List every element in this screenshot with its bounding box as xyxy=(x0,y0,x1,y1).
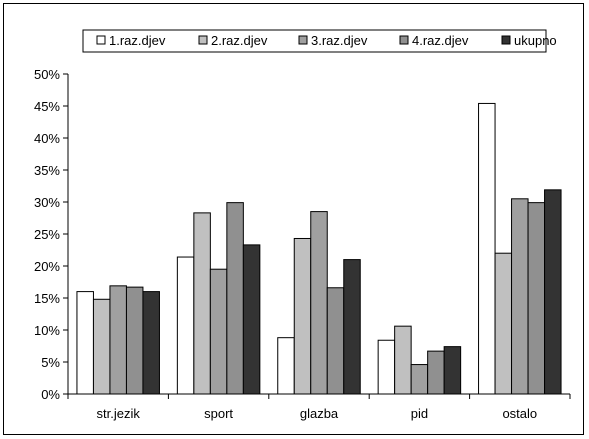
bar xyxy=(443,346,462,395)
legend-swatch xyxy=(96,35,106,45)
bar xyxy=(427,350,445,395)
bar xyxy=(193,212,211,395)
y-tick-label: 50% xyxy=(34,67,60,82)
y-tick-label: 45% xyxy=(34,99,60,114)
y-tick-label: 30% xyxy=(34,195,60,210)
bar-chart: 1.raz.djev 2.raz.djev 3.raz.djev 4.raz.djev… xyxy=(34,29,571,421)
bar xyxy=(478,102,496,395)
bar xyxy=(544,189,562,395)
legend-swatch xyxy=(298,35,308,45)
y-tick-label: 25% xyxy=(34,227,60,242)
y-tick-label: 5% xyxy=(41,355,60,370)
x-tick-label: sport xyxy=(204,406,233,421)
bar xyxy=(277,337,295,395)
legend-swatch xyxy=(501,35,511,45)
chart-frame: 1.raz.djev 2.raz.djev 3.raz.djev 4.raz.djev… xyxy=(3,3,584,435)
legend-swatch xyxy=(198,35,208,45)
bar xyxy=(377,339,396,395)
y-tick-label: 20% xyxy=(34,259,60,274)
y-tick-label: 35% xyxy=(34,163,60,178)
y-tick-label: 15% xyxy=(34,291,60,306)
y-tick-label: 0% xyxy=(41,387,60,402)
bar xyxy=(125,286,144,395)
bar xyxy=(142,291,160,395)
bar xyxy=(394,325,412,395)
x-tick-label: glazba xyxy=(300,406,339,421)
bar xyxy=(209,268,228,395)
x-tick-label: str.jezik xyxy=(97,406,141,421)
bar xyxy=(527,202,546,395)
legend: 1.raz.djev 2.raz.djev 3.raz.djev 4.raz.djev… xyxy=(82,29,557,53)
bar xyxy=(242,244,261,395)
x-axis: str.jezik sport glazba pid ostalo xyxy=(67,393,571,421)
bar xyxy=(310,211,328,395)
legend-label: 2.raz.djev xyxy=(211,33,268,48)
bar xyxy=(511,198,529,395)
bar xyxy=(176,256,195,395)
bar xyxy=(326,287,345,395)
legend-label: 1.raz.djev xyxy=(109,33,166,48)
bar xyxy=(109,285,127,395)
x-tick-label: ostalo xyxy=(502,406,537,421)
bar xyxy=(494,252,513,395)
legend-swatch xyxy=(399,35,409,45)
y-tick-label: 40% xyxy=(34,131,60,146)
bar xyxy=(92,298,111,395)
bar xyxy=(76,291,94,395)
bar xyxy=(343,259,361,395)
y-axis: 0% 5% 10% 15% 20% 25% 30% 35% 40% 45% 50% xyxy=(34,67,69,402)
bar xyxy=(410,364,429,395)
bars xyxy=(76,102,562,395)
y-tick-label: 10% xyxy=(34,323,60,338)
x-tick-label: pid xyxy=(411,406,428,421)
legend-label: 4.raz.djev xyxy=(412,33,469,48)
bar xyxy=(293,237,312,395)
legend-label: ukupno xyxy=(514,33,557,48)
legend-label: 3.raz.djev xyxy=(311,33,368,48)
bar xyxy=(226,202,244,395)
